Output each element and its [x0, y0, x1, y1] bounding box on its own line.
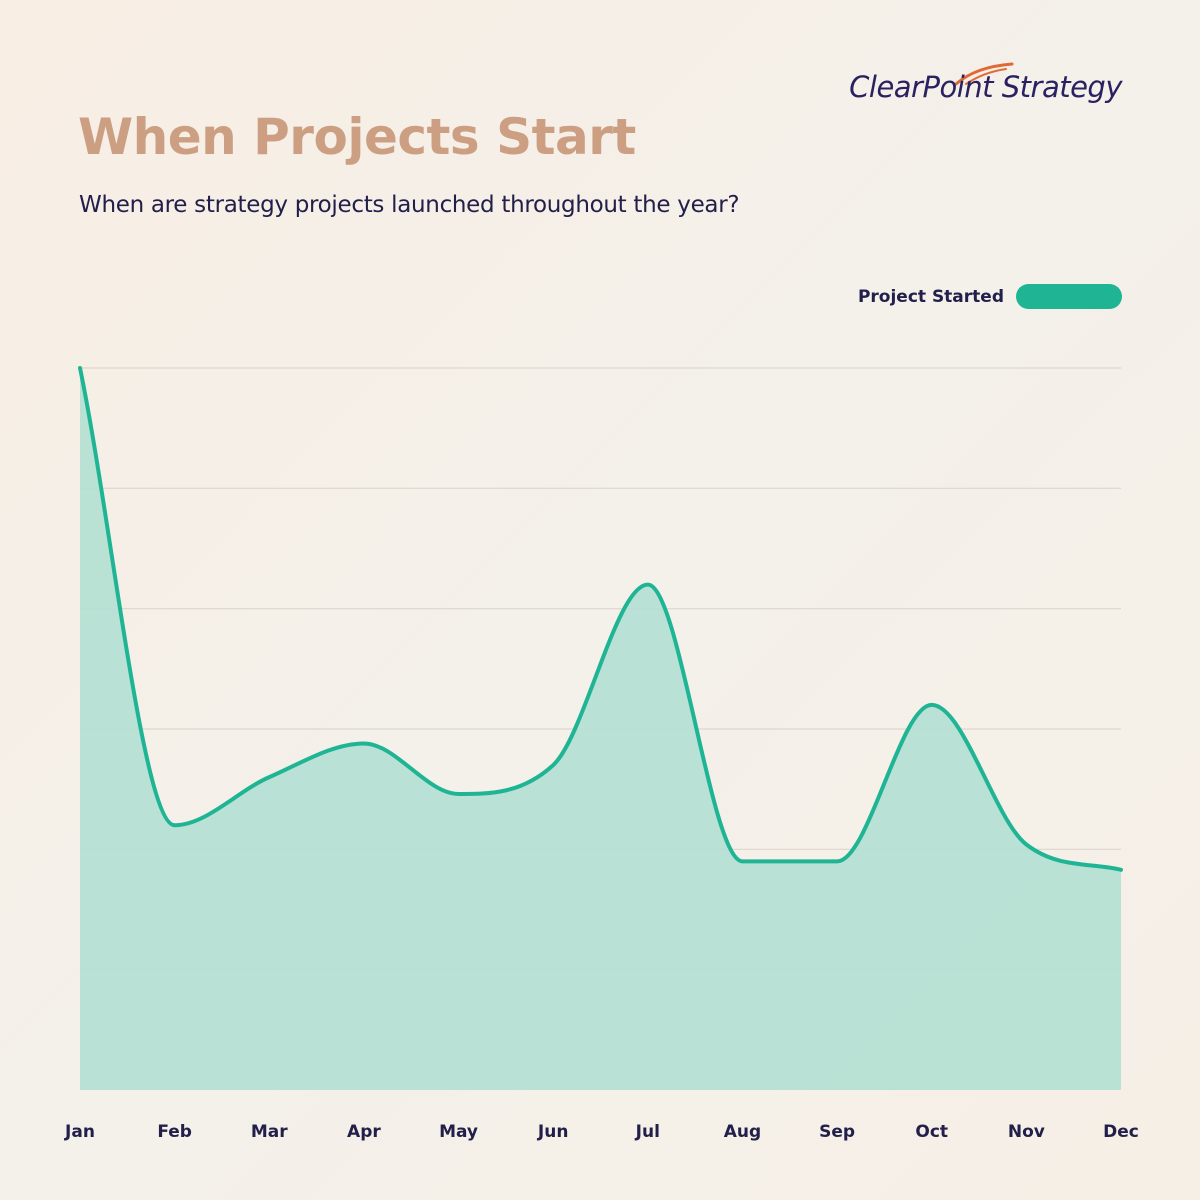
x-tick-label: Aug	[724, 1122, 761, 1142]
x-tick-label: Feb	[157, 1122, 192, 1142]
chart-legend: Project Started	[858, 284, 1122, 309]
series-line	[78, 366, 1123, 872]
x-tick-label: Nov	[1008, 1122, 1045, 1142]
legend-label: Project Started	[857, 286, 1004, 307]
x-tick-label: Jun	[537, 1122, 569, 1142]
chart-subtitle: When are strategy projects launched thro…	[79, 192, 740, 218]
x-tick-label: Oct	[915, 1122, 948, 1142]
x-tick-label: Jul	[635, 1122, 660, 1142]
series-area-fill	[80, 368, 1121, 1090]
swoosh-icon	[954, 62, 1014, 86]
x-tick-label: Dec	[1103, 1122, 1139, 1142]
brand-name: ClearPoint Strategy	[849, 70, 1122, 104]
x-tick-label: Sep	[819, 1122, 855, 1142]
x-tick-label: Jan	[64, 1122, 95, 1142]
legend-swatch	[1016, 284, 1122, 309]
x-axis-ticks: Jan Feb Mar Apr May Jun Jul Aug Sep Oct Nov Dec	[64, 1122, 1139, 1142]
x-tick-label: Apr	[347, 1122, 381, 1142]
x-tick-label: May	[439, 1122, 478, 1142]
brand-logo: ClearPoint Strategy	[842, 62, 1122, 112]
chart-title: When Projects Start	[78, 108, 636, 166]
x-tick-label: Mar	[251, 1122, 288, 1142]
